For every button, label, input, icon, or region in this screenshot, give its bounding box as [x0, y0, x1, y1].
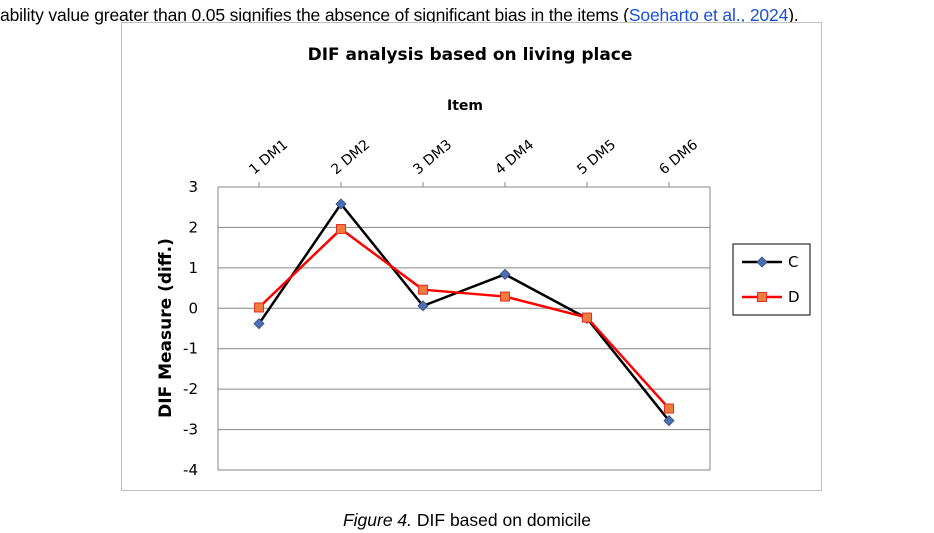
data-point-c — [335, 198, 347, 210]
y-tick-label: -3 — [183, 421, 198, 439]
x-axis-title: Item — [447, 98, 483, 114]
legend-marker-d — [757, 292, 767, 302]
series-line-c — [257, 202, 670, 422]
y-tick-label: 2 — [188, 218, 198, 236]
plot-area-border — [217, 186, 711, 471]
x-tick-label: 5 DM5 — [574, 137, 619, 178]
x-tick-label: 1 DM1 — [246, 137, 291, 178]
x-tick-label: 4 DM4 — [492, 137, 537, 178]
data-point-d — [582, 312, 592, 323]
legend-marker-c — [756, 256, 768, 268]
y-tick-label: -2 — [183, 380, 198, 398]
data-point-d — [254, 302, 264, 313]
y-tick-label: 0 — [188, 299, 198, 317]
body-text: ability value greater than 0.05 signifie… — [0, 5, 629, 25]
data-point-c — [417, 300, 429, 312]
figure-caption-text: DIF based on domicile — [412, 510, 592, 530]
data-point-d — [500, 291, 510, 302]
body-text-line: ability value greater than 0.05 signifie… — [0, 4, 934, 26]
figure-caption: Figure 4. DIF based on domicile — [0, 510, 934, 530]
data-point-d — [418, 284, 428, 295]
chart-container — [121, 22, 822, 491]
y-axis-title: DIF Measure (diff.) — [156, 238, 176, 418]
y-tick-label: 1 — [188, 259, 198, 277]
data-point-d — [336, 224, 346, 235]
data-point-d — [664, 403, 674, 414]
legend-label-c: C — [788, 253, 798, 271]
x-tick-label: 3 DM3 — [410, 137, 455, 178]
data-point-c — [499, 268, 511, 280]
x-tick-label: 6 DM6 — [656, 137, 701, 178]
citation-link[interactable]: Soeharto et al., 2024 — [628, 5, 789, 25]
x-tick-label: 2 DM2 — [328, 137, 373, 178]
legend-label-d: D — [788, 288, 800, 306]
series-line-d — [258, 227, 670, 410]
data-point-c — [663, 415, 675, 427]
y-tick-label: -4 — [183, 461, 198, 479]
chart-title: DIF analysis based on living place — [308, 45, 633, 65]
y-tick-label: -1 — [183, 340, 198, 358]
legend-box — [732, 243, 811, 316]
y-tick-label: 3 — [188, 178, 198, 196]
figure-label: Figure 4. — [342, 510, 413, 530]
data-point-c — [253, 318, 265, 330]
body-text-end: ). — [788, 5, 799, 25]
dif-line-chart: DIF analysis based on living place Item DI… — [156, 45, 811, 479]
